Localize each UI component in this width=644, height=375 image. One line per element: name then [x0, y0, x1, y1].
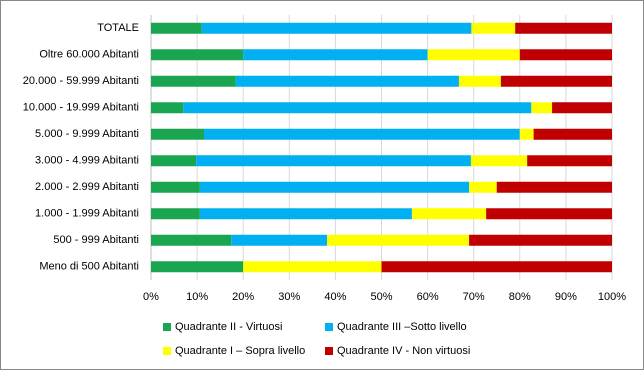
x-tick-label: 50%: [370, 291, 392, 303]
legend-swatch: [163, 323, 171, 331]
bar-segment: [519, 49, 612, 61]
bar-segment: [470, 155, 528, 167]
y-tick-label: TOTALE: [97, 22, 139, 34]
x-tick-label: 40%: [324, 291, 346, 303]
bar-segment: [469, 181, 497, 193]
legend-label: Quadrante II - Virtuosi: [175, 321, 282, 333]
bar-segment: [151, 128, 205, 140]
legend-swatch: [325, 323, 333, 331]
bar-segment: [151, 22, 202, 34]
legend-label: Quadrante IV - Non virtuosi: [337, 345, 470, 357]
legend-label: Quadrante III –Sotto livello: [337, 321, 467, 333]
bar-segment: [196, 155, 471, 167]
bar-segment: [151, 208, 200, 220]
y-tick-label: 10.000 - 19.999 Abitanti: [23, 102, 139, 114]
bar-segment: [151, 75, 236, 87]
bar-segment: [243, 261, 382, 273]
y-tick-label: 1.000 - 1.999 Abitanti: [35, 208, 139, 220]
y-tick-label: 5.000 - 9.999 Abitanti: [35, 128, 139, 140]
x-tick-label: 0%: [143, 291, 159, 303]
bar-segment: [486, 208, 612, 220]
y-tick-label: Meno di 500 Abitanti: [39, 261, 139, 273]
bar-segment: [458, 75, 501, 87]
legend-label: Quadrante I – Sopra livello: [175, 345, 305, 357]
y-tick-label: Oltre 60.000 Abitanti: [39, 49, 139, 61]
bar-segment: [500, 75, 612, 87]
bar-segment: [427, 49, 520, 61]
bar-segment: [515, 22, 612, 34]
x-tick-label: 90%: [555, 291, 577, 303]
bar-segment: [151, 102, 184, 114]
x-tick-label: 80%: [509, 291, 531, 303]
bar-segment: [411, 208, 487, 220]
bar-segment: [151, 181, 200, 193]
legend-swatch: [325, 347, 333, 355]
bar-segment: [469, 234, 612, 246]
x-tick-label: 60%: [417, 291, 439, 303]
y-tick-label: 2.000 - 2.999 Abitanti: [35, 181, 139, 193]
bar-segment: [199, 181, 470, 193]
x-tick-label: 10%: [186, 291, 208, 303]
bar-segment: [243, 49, 428, 61]
bar-segment: [471, 22, 516, 34]
bar-segment: [496, 181, 612, 193]
bar-segment: [199, 208, 412, 220]
bar-segment: [531, 102, 553, 114]
y-tick-label: 3.000 - 4.999 Abitanti: [35, 155, 139, 167]
bar-segment: [151, 155, 197, 167]
y-tick-label: 500 - 999 Abitanti: [53, 234, 139, 246]
bar-segment: [552, 102, 612, 114]
bar-segment: [327, 234, 470, 246]
bar-segment: [527, 155, 612, 167]
bar-segment: [151, 49, 244, 61]
bar-segment: [183, 102, 532, 114]
y-tick-label: 20.000 - 59.999 Abitanti: [23, 75, 139, 87]
legend-swatch: [163, 347, 171, 355]
bar-segment: [533, 128, 612, 140]
bar-segment: [204, 128, 520, 140]
bar-segment: [381, 261, 612, 273]
x-tick-label: 20%: [232, 291, 254, 303]
bar-segment: [151, 261, 244, 273]
bar-segment: [201, 22, 472, 34]
bar-segment: [151, 234, 232, 246]
bar-segment: [235, 75, 459, 87]
x-tick-label: 70%: [463, 291, 485, 303]
x-tick-label: 30%: [278, 291, 300, 303]
bar-segment: [519, 128, 534, 140]
x-tick-label: 100%: [598, 291, 626, 303]
bar-segment: [231, 234, 328, 246]
